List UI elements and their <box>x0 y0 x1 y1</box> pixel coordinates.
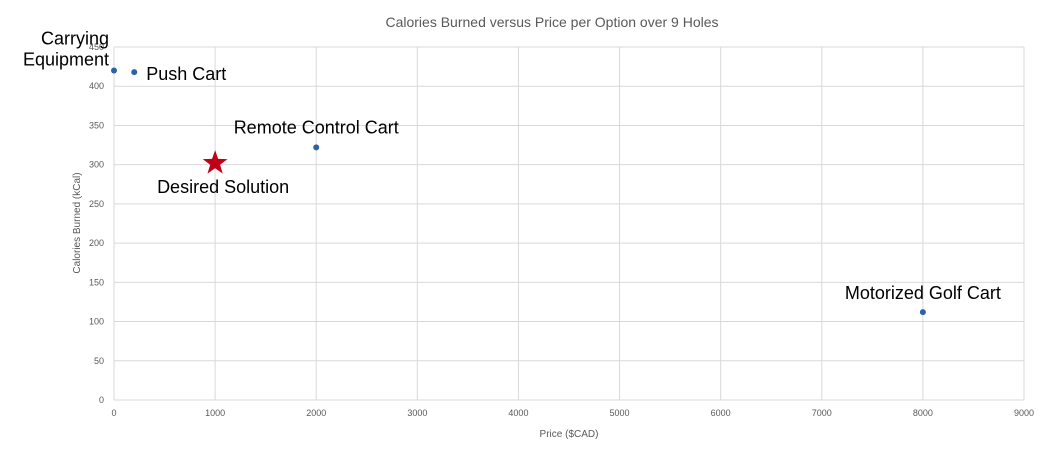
x-tick-label: 4000 <box>508 408 528 418</box>
point-label: Carrying Equipment <box>23 29 109 70</box>
data-point <box>131 69 138 76</box>
chart-title: Calories Burned versus Price per Option … <box>385 14 718 30</box>
x-tick-label: 8000 <box>913 408 933 418</box>
y-tick-label: 100 <box>89 317 104 327</box>
desired-solution-star-icon <box>202 150 228 174</box>
y-tick-label: 150 <box>89 277 104 287</box>
x-tick-label: 0 <box>111 408 116 418</box>
point-label-line: Carrying <box>41 29 109 49</box>
x-tick-label: 3000 <box>407 408 427 418</box>
y-tick-label: 0 <box>99 395 104 405</box>
point-label-line: Equipment <box>23 50 109 70</box>
x-tick-label: 2000 <box>306 408 326 418</box>
x-tick-label: 6000 <box>711 408 731 418</box>
gridlines <box>113 46 1025 401</box>
y-tick-label: 450 <box>89 42 104 52</box>
y-axis-title: Calories Burned (kCal) <box>72 172 83 273</box>
point-labels: Carrying Equipment Push Cart Remote Control… <box>23 29 1001 304</box>
point-label-line: Remote Control Cart <box>234 117 399 137</box>
x-tick-label: 9000 <box>1014 408 1034 418</box>
point-label: Motorized Golf Cart <box>845 283 1001 303</box>
data-points <box>111 67 926 316</box>
tick-labels: 0 1000 2000 3000 4000 5000 6000 7000 8000 9000 0 50… <box>89 42 1034 418</box>
point-label-line: Push Cart <box>146 64 226 84</box>
x-tick-label: 7000 <box>812 408 832 418</box>
y-tick-label: 350 <box>89 120 104 130</box>
point-label-line: Motorized Golf Cart <box>845 283 1001 303</box>
desired-solution-label: Desired Solution <box>157 177 289 197</box>
y-tick-label: 250 <box>89 199 104 209</box>
data-point <box>313 144 320 151</box>
x-tick-label: 5000 <box>610 408 630 418</box>
data-point <box>919 309 926 316</box>
x-axis-title: Price ($CAD) <box>540 429 599 440</box>
y-tick-label: 300 <box>89 160 104 170</box>
x-tick-label: 1000 <box>205 408 225 418</box>
y-tick-label: 400 <box>89 81 104 91</box>
data-point <box>111 67 117 74</box>
point-label: Remote Control Cart <box>234 117 399 137</box>
y-tick-label: 50 <box>94 356 104 366</box>
y-tick-label: 200 <box>89 238 104 248</box>
point-label: Push Cart <box>146 64 226 84</box>
